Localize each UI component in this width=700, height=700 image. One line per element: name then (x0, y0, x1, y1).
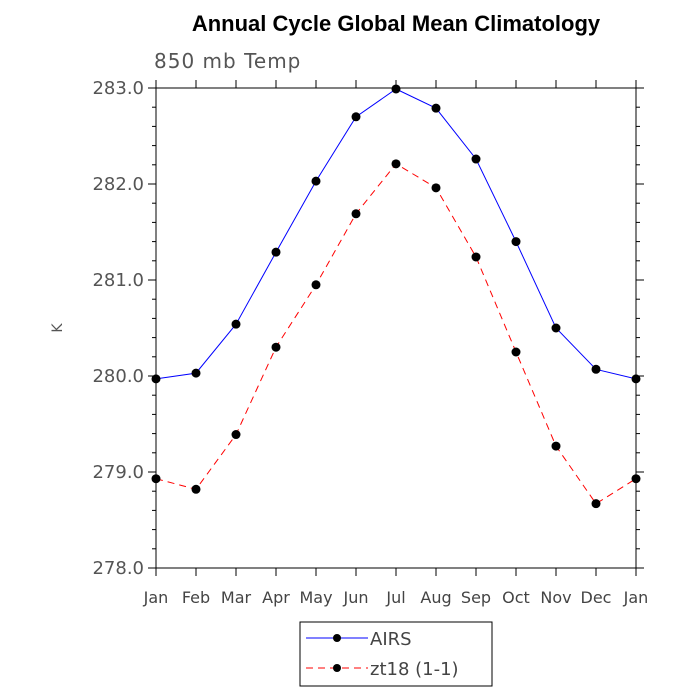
data-point-1 (471, 252, 481, 262)
legend-label-zt18: zt18 (1-1) (370, 659, 459, 680)
data-point-0 (311, 176, 321, 186)
x-tick-label: Oct (502, 588, 530, 607)
x-tick-label: Aug (420, 588, 451, 607)
y-tick-label: 281.0 (92, 270, 144, 291)
data-point-1 (231, 430, 241, 440)
x-tick-label: May (299, 588, 332, 607)
data-point-1 (391, 159, 401, 169)
legend-box (299, 621, 493, 687)
data-point-0 (191, 368, 201, 378)
legend-label-airs: AIRS (370, 629, 412, 650)
chart-subtitle: 850 mb Temp (154, 49, 301, 73)
x-tick-label: Mar (221, 588, 252, 607)
data-point-1 (631, 474, 641, 484)
series-line-0 (155, 88, 637, 380)
series-layer (151, 84, 641, 509)
y-tick-label: 279.0 (92, 462, 144, 483)
chart-title: Annual Cycle Global Mean Climatology (192, 11, 601, 36)
data-point-1 (271, 342, 281, 352)
data-point-1 (351, 209, 361, 219)
data-point-0 (151, 374, 161, 384)
data-point-1 (551, 441, 561, 451)
data-point-0 (631, 374, 641, 384)
legend-marker-airs (333, 634, 341, 642)
axis-ticks (148, 80, 644, 576)
x-tick-label: Jan (143, 588, 169, 607)
y-tick-labels: 278.0 279.0 280.0 281.0 282.0 283.0 (92, 78, 144, 579)
x-tick-label: Jun (343, 588, 369, 607)
data-point-0 (591, 364, 601, 374)
data-point-0 (471, 154, 481, 164)
data-point-0 (551, 323, 561, 333)
legend: AIRS zt18 (1-1) (299, 621, 493, 687)
x-tick-label: Dec (581, 588, 612, 607)
data-point-0 (271, 247, 281, 257)
data-point-1 (151, 474, 161, 484)
x-tick-label: Nov (540, 588, 571, 607)
x-tick-label: Jul (385, 588, 405, 607)
y-tick-label: 282.0 (92, 174, 144, 195)
legend-marker-zt18 (333, 664, 341, 672)
data-point-0 (431, 103, 441, 113)
data-point-1 (511, 347, 521, 357)
y-axis-label: K (50, 323, 66, 333)
x-tick-labels: Jan Feb Mar Apr May Jun Jul Aug Sep Oct Nov Dec Jan (143, 588, 649, 607)
y-tick-label: 283.0 (92, 78, 144, 99)
y-tick-label: 278.0 (92, 558, 144, 579)
x-tick-label: Jan (623, 588, 649, 607)
data-point-1 (431, 183, 441, 193)
x-tick-label: Feb (182, 588, 210, 607)
data-point-0 (231, 319, 241, 329)
data-point-0 (391, 84, 401, 94)
y-tick-label: 280.0 (92, 366, 144, 387)
x-tick-label: Apr (262, 588, 290, 607)
data-point-0 (351, 112, 361, 122)
data-point-1 (311, 280, 321, 290)
data-point-1 (591, 499, 601, 509)
data-point-0 (511, 237, 521, 247)
data-point-1 (191, 484, 201, 494)
x-tick-label: Sep (461, 588, 491, 607)
